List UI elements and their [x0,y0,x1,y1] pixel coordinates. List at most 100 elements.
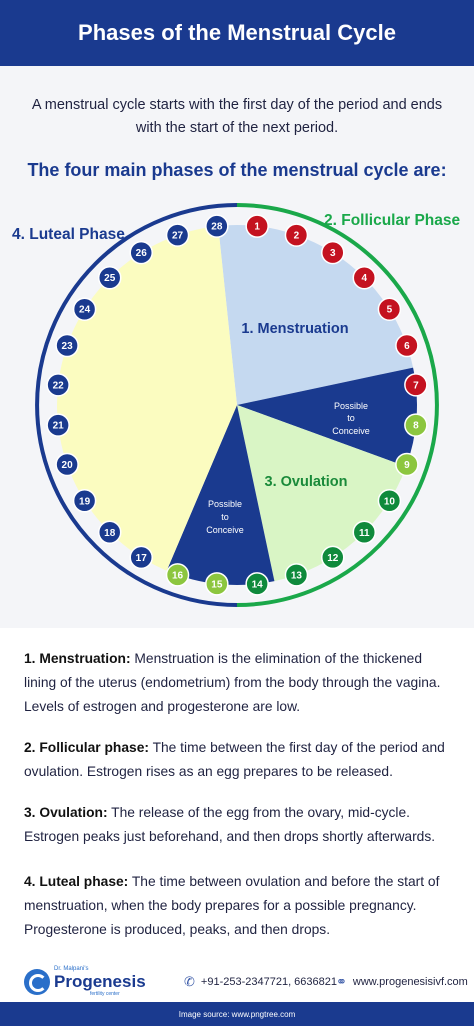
menstruation-desc-text: Menstruation is the elimination of the t… [24,651,441,714]
day-20-label: 20 [62,460,74,471]
intro-text: A menstrual cycle starts with the first … [31,97,443,136]
day-11-marker [352,520,377,545]
image-source-text: Image source: www.pngtree.com [178,1009,296,1019]
day-1-marker [245,214,269,238]
day-16-label: 16 [172,570,184,581]
fertile-right-line-1: Possible [334,401,368,411]
day-26-marker [129,240,153,265]
day-22-label: 22 [53,380,65,391]
day-19-marker [72,489,97,513]
day-5-marker [377,297,402,321]
phase-sectors [56,225,418,585]
day-15-label: 15 [211,579,223,590]
image-source-bar: Image source: www.pngtree.com [0,1002,474,1026]
day-3-label: 3 [330,248,336,259]
day-28-label: 28 [211,222,223,233]
globe-icon: ⚭ [336,974,347,989]
day-23-marker [55,333,79,358]
day-7-marker [404,373,428,397]
fertile-bottom-line-3: Conceive [206,525,244,535]
day-14-label: 14 [252,579,264,590]
day-27-marker [165,223,190,247]
fertile-label-right: Possible to Conceive [332,401,370,436]
day-23-label: 23 [62,341,74,352]
day-10-label: 10 [384,496,396,507]
day-9-label: 9 [404,460,410,471]
website-contact[interactable]: ⚭ www.progenesisivf.com [336,974,468,990]
follicular-ring-arc [236,203,439,607]
day-20-marker [55,452,79,477]
day-6-label: 6 [404,341,410,352]
day-8-marker [404,413,428,437]
logo-swirl-icon [24,968,50,995]
day-28-marker [205,214,229,238]
follicular-desc-title: 2. Follicular phase: [24,740,149,755]
day-12-label: 12 [327,553,339,564]
day-13-marker [284,563,309,587]
luteal-phase-label: 4. Luteal Phase [12,226,125,243]
day-8-label: 8 [413,421,419,432]
day-25-marker [97,265,122,290]
ovulation-desc-text: The release of the egg from the ovary, m… [24,805,436,844]
fertile-bottom-line-2: to [221,512,229,522]
day-27-label: 27 [172,231,184,242]
menstruation-desc-title: 1. Menstruation: [24,651,131,666]
fertile-right-line-2: to [347,413,355,423]
menstruation-sector [218,225,414,405]
fertile-label-bottom: Possible to Conceive [206,499,244,535]
day-6-marker [395,333,419,358]
day-10-marker [377,489,402,513]
follicular-desc-text: The time between the first day of the pe… [24,740,445,779]
day-21-marker [46,413,70,437]
day-21-label: 21 [53,421,65,432]
day-16-marker [165,563,190,587]
footer [0,960,474,1002]
phases-subtitle: The four main phases of the menstrual cy… [27,160,447,180]
cycle-wheel: 1. Menstruation 3. Ovulation Possible to… [35,203,439,607]
day-12-marker [321,545,345,570]
phone-number: +91-253-2347721, 6636821 [200,976,338,988]
fertile-sector-bottom [166,405,275,585]
day-7-label: 7 [413,380,419,391]
day-25-label: 25 [104,273,116,284]
day-2-label: 2 [294,231,300,242]
day-13-label: 13 [291,570,303,581]
fertile-sector-right [237,367,418,467]
progenesis-logo[interactable]: Dr. Malpani's Progenesis fertility cente… [24,966,146,997]
day-markers: 1234567891011121314151617181920212223242… [46,214,428,596]
logo-top-text: Dr. Malpani's [54,966,89,972]
luteal-description: 4. Luteal phase: The time between ovulat… [24,870,454,942]
menstruation-description: 1. Menstruation: Menstruation is the eli… [24,647,454,719]
fertile-right-line-3: Conceive [332,426,370,436]
day-15-marker [205,572,229,596]
day-18-label: 18 [104,528,116,539]
page-title: Phases of the Menstrual Cycle [78,20,396,45]
day-3-marker [321,240,345,265]
ovulation-desc-title: 3. Ovulation: [24,805,108,820]
fertile-bottom-line-1: Possible [208,499,242,509]
day-24-label: 24 [79,305,91,316]
phone-icon: ✆ [184,974,195,989]
day-2-marker [284,223,309,247]
day-17-label: 17 [136,553,148,564]
luteal-sector [56,225,238,571]
day-4-marker [352,265,377,290]
luteal-ring-arc [35,203,238,607]
follicular-phase-label: 2. Follicular Phase [324,212,461,229]
day-4-label: 4 [361,273,367,284]
day-24-marker [72,297,97,321]
luteal-desc-text: The time between ovulation and before th… [24,874,440,937]
day-9-marker [395,452,419,477]
ovulation-sector [237,405,407,582]
ovulation-label: 3. Ovulation [265,474,348,490]
ovulation-description: 3. Ovulation: The release of the egg fro… [24,801,454,849]
day-1-label: 1 [254,222,260,233]
day-22-marker [46,373,70,397]
day-18-marker [97,520,122,545]
day-17-marker [129,545,153,570]
day-26-label: 26 [136,248,148,259]
phone-contact[interactable]: ✆ +91-253-2347721, 6636821 [184,974,337,990]
logo-name: Progenesis [54,972,146,991]
day-5-label: 5 [387,305,393,316]
day-14-marker [245,572,269,596]
